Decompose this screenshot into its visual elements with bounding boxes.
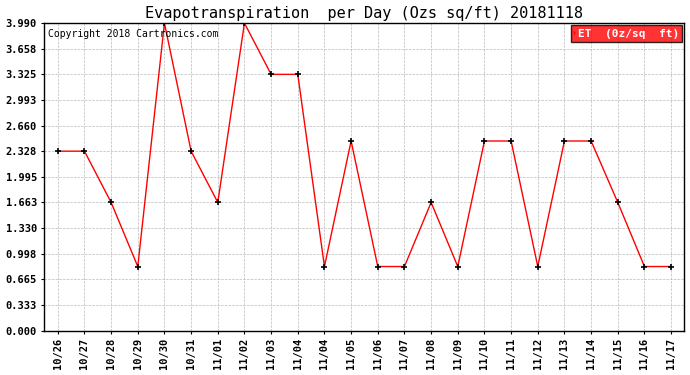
Text: Copyright 2018 Cartronics.com: Copyright 2018 Cartronics.com [48,29,218,39]
Title: Evapotranspiration  per Day (Ozs sq/ft) 20181118: Evapotranspiration per Day (Ozs sq/ft) 2… [146,6,584,21]
Legend: ET  (0z/sq  ft): ET (0z/sq ft) [571,26,682,42]
